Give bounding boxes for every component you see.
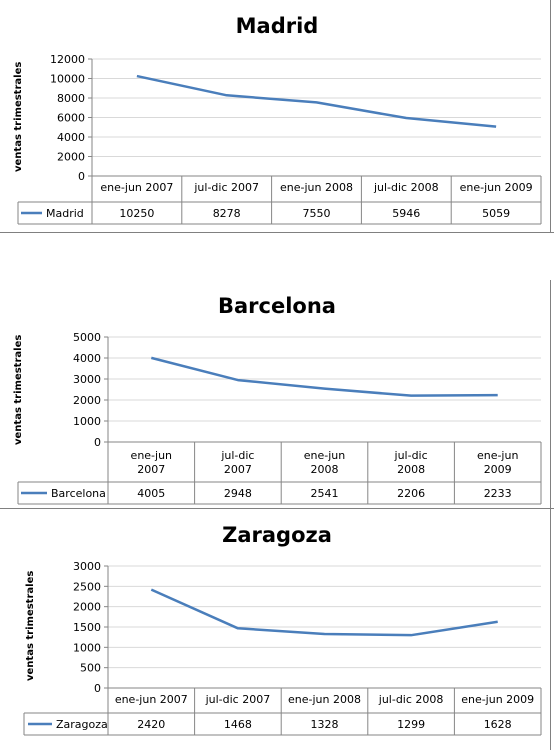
- y-tick-label: 0: [94, 436, 101, 449]
- y-tick-label: 5000: [73, 331, 101, 344]
- table-value: 2206: [397, 487, 425, 500]
- table-value: 4005: [137, 487, 165, 500]
- y-tick-label: 4000: [73, 352, 101, 365]
- x-tick-label: ene-jun 2009: [461, 693, 534, 706]
- y-tick-label: 3000: [73, 373, 101, 386]
- table-value: 10250: [119, 207, 154, 220]
- legend-label: Barcelona: [51, 487, 106, 500]
- y-tick-label: 2000: [57, 151, 85, 164]
- y-tick-label: 6000: [57, 112, 85, 125]
- chart-panel-madrid: Madrid ventas trimestrales 0 2000 4000 6000…: [0, 0, 554, 232]
- x-tick-label: jul-dic 2007: [193, 181, 259, 194]
- x-tick-label: ene-jun 2008: [288, 693, 361, 706]
- table-value: 1328: [311, 718, 339, 731]
- legend-label: Madrid: [46, 207, 84, 220]
- y-tick-label: 1000: [73, 641, 101, 654]
- y-tick-label: 0: [94, 682, 101, 695]
- x-tick-label: ene-jun 2007: [115, 693, 188, 706]
- svg-text:2008: 2008: [311, 463, 339, 476]
- y-tick-label: 2000: [73, 601, 101, 614]
- x-tick-label: jul-dic 2008: [373, 181, 439, 194]
- svg-text:2009: 2009: [484, 463, 512, 476]
- series-line: [136, 74, 497, 128]
- y-tick-label: 0: [78, 170, 85, 183]
- y-tick-label: 4000: [57, 131, 85, 144]
- table-value: 8278: [213, 207, 241, 220]
- svg-text:ene-jun: ene-jun: [131, 449, 173, 462]
- chart-title: Zaragoza: [222, 523, 332, 547]
- y-tick-label: 2500: [73, 580, 101, 593]
- panel-border: [550, 0, 551, 232]
- y-tick-label: 12000: [50, 53, 85, 66]
- chart-svg-madrid: 0 2000 4000 6000 8000 10000 12000 ene-jun 2007 j…: [17, 53, 542, 225]
- table-value: 5059: [482, 207, 510, 220]
- table-value: 1468: [224, 718, 252, 731]
- y-tick-label: 1000: [73, 415, 101, 428]
- table-value: 5946: [392, 207, 420, 220]
- chart-svg-zaragoza: 0 500 1000 1500 2000 2500 3000 ene-jun 2007 jul-…: [23, 560, 542, 736]
- chart-panel-zaragoza: Zaragoza ventas trimestrales 0 500 1000 150…: [0, 509, 554, 750]
- y-tick-label: 10000: [50, 73, 85, 86]
- x-tick-label: ene-jun 2008: [280, 181, 353, 194]
- svg-text:jul-dic: jul-dic: [394, 449, 428, 462]
- y-tick-label: 500: [80, 662, 101, 675]
- chart-svg-barcelona: 010002000300040005000ene-jun2007jul-dic2…: [17, 331, 542, 505]
- y-tick-label: 8000: [57, 92, 85, 105]
- legend-label: Zaragoza: [56, 718, 108, 731]
- chart-panel-barcelona: Barcelona ventas trimestrales 0 1000 2000 3…: [0, 280, 554, 508]
- chart-title: Barcelona: [218, 294, 336, 318]
- x-tick-label: ene-jun 2007: [100, 181, 173, 194]
- panel-separator: [0, 508, 554, 509]
- table-value: 2420: [137, 718, 165, 731]
- x-tick-label: ene-jun 2009: [460, 181, 533, 194]
- table-value: 1628: [484, 718, 512, 731]
- x-tick-label: jul-dic 2008: [378, 693, 444, 706]
- svg-text:2007: 2007: [137, 463, 165, 476]
- table-value: 2948: [224, 487, 252, 500]
- svg-text:2008: 2008: [397, 463, 425, 476]
- panel-border: [550, 280, 551, 508]
- panel-separator: [0, 232, 554, 233]
- series-line: [150, 356, 498, 397]
- y-tick-label: 2000: [73, 394, 101, 407]
- series-line: [150, 588, 498, 637]
- chart-title: Madrid: [235, 14, 319, 38]
- y-tick-label: 1500: [73, 621, 101, 634]
- table-value: 7550: [303, 207, 331, 220]
- table-value: 1299: [397, 718, 425, 731]
- y-tick-label: 3000: [73, 560, 101, 573]
- svg-text:jul-dic: jul-dic: [220, 449, 254, 462]
- svg-text:ene-jun: ene-jun: [304, 449, 346, 462]
- x-tick-label: jul-dic 2007: [205, 693, 271, 706]
- panel-border: [550, 509, 551, 750]
- svg-text:ene-jun: ene-jun: [477, 449, 519, 462]
- table-value: 2541: [311, 487, 339, 500]
- table-value: 2233: [484, 487, 512, 500]
- svg-text:2007: 2007: [224, 463, 252, 476]
